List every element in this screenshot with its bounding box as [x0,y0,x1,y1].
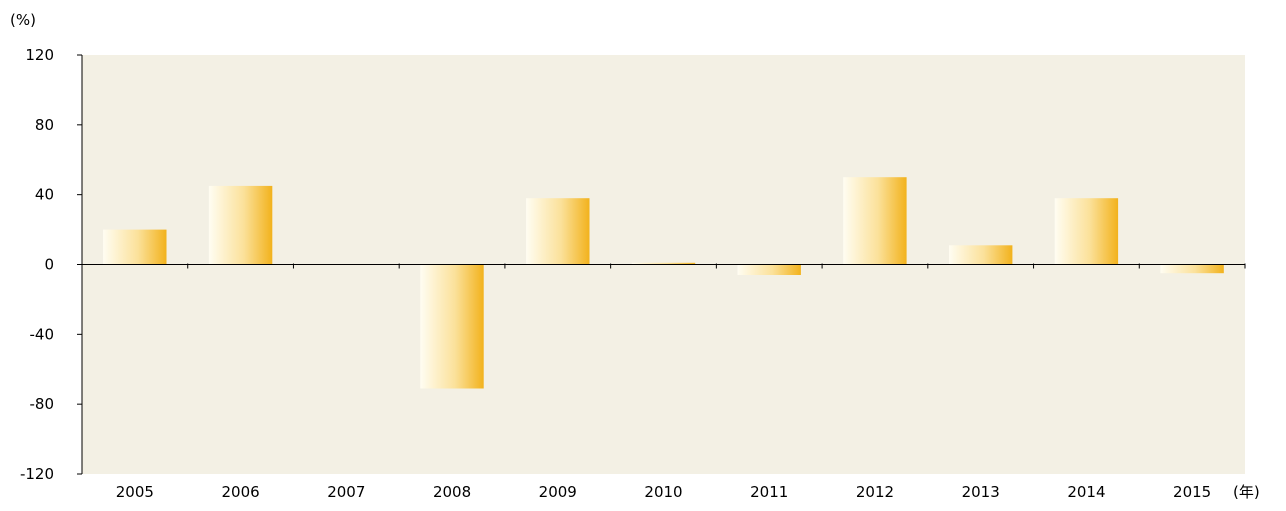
x-tick-label: 2011 [750,483,788,501]
y-unit-label: (%) [10,11,36,29]
bar-2006 [208,185,273,265]
x-tick-label: 2008 [433,483,471,501]
y-tick-label: -40 [30,325,55,343]
y-tick-label: 120 [25,46,54,64]
bar-2011 [737,264,801,275]
y-tick-label: 80 [35,116,54,134]
x-tick-label: 2009 [539,483,577,501]
bar-2009 [526,198,590,265]
x-tick-label: 2013 [962,483,1000,501]
y-tick-label: 0 [44,256,54,274]
bar-2014 [1054,198,1119,265]
bar-2005 [103,229,167,265]
bar-2012 [843,177,907,265]
x-tick-label: 2015 [1173,483,1211,501]
bar-2008 [420,264,484,389]
x-unit-label: (年) [1233,483,1260,501]
bar-2010 [631,262,696,265]
x-tick-label: 2005 [116,483,154,501]
x-tick-label: 2007 [327,483,365,501]
y-tick-label: -80 [30,395,55,413]
bar-2013 [949,245,1013,265]
y-tick-label: 40 [35,186,54,204]
x-tick-label: 2012 [856,483,894,501]
y-tick-label: -120 [20,465,54,483]
x-tick-label: 2010 [644,483,682,501]
x-tick-label: 2014 [1067,483,1105,501]
x-tick-label: 2006 [221,483,259,501]
bar-2015 [1160,264,1224,274]
